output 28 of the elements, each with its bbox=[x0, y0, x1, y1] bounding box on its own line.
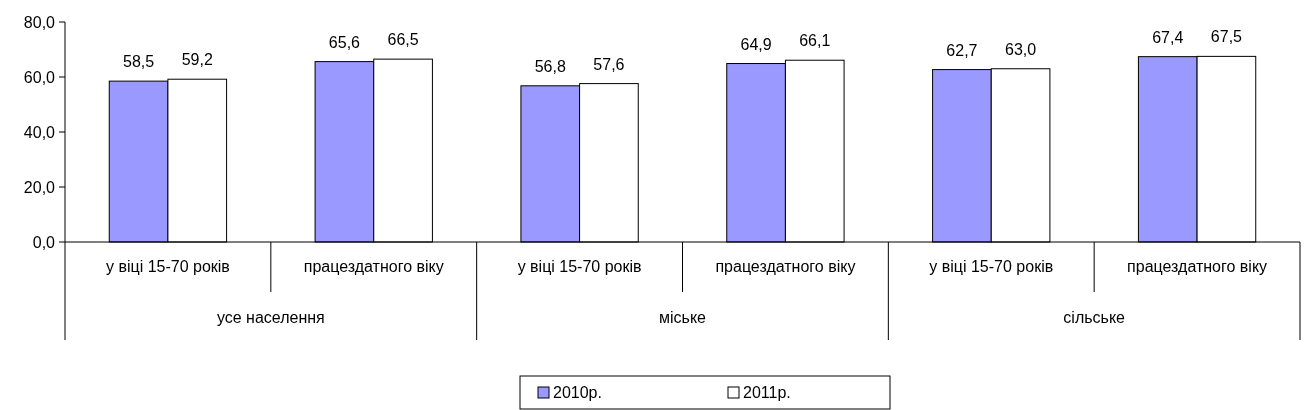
data-label: 63,0 bbox=[1005, 40, 1037, 58]
text: сільське bbox=[1063, 309, 1126, 326]
data-label: 59,2 bbox=[181, 51, 213, 69]
data-label: 67,5 bbox=[1210, 28, 1243, 46]
data-label: 67,4 bbox=[1152, 28, 1184, 46]
data-label: 62,7 bbox=[946, 41, 978, 59]
y-tick-label: 40,0 bbox=[23, 123, 56, 141]
legend-label: 2010р. bbox=[553, 384, 602, 401]
y-tick-label: 20,0 bbox=[23, 178, 56, 196]
y-tick-label: 80,0 bbox=[23, 13, 56, 31]
text: усе населення bbox=[216, 309, 325, 326]
x-tick-label: у віці 15-70 років bbox=[517, 258, 642, 275]
data-label: 66,1 bbox=[799, 32, 831, 50]
x-tick-label: у віці 15-70 років bbox=[929, 258, 1054, 275]
legend-label: 2011р. bbox=[743, 384, 791, 401]
data-label: 65,6 bbox=[328, 33, 361, 51]
data-label: 56,8 bbox=[534, 57, 566, 75]
data-label: 58,5 bbox=[123, 53, 155, 71]
x-tick-label: у віці 15-70 років bbox=[105, 258, 230, 275]
data-label: 66,5 bbox=[387, 31, 419, 49]
data-label: 64,9 bbox=[740, 35, 772, 53]
text: міське bbox=[659, 309, 707, 326]
y-tick-label: 60,0 bbox=[23, 68, 56, 86]
x-tick-label: працездатного віку bbox=[303, 258, 444, 275]
x-tick-label: працездатного віку bbox=[1127, 258, 1268, 275]
data-label: 57,6 bbox=[593, 55, 625, 73]
y-tick-label: 0,0 bbox=[32, 233, 56, 251]
x-tick-label: працездатного віку bbox=[715, 258, 856, 275]
